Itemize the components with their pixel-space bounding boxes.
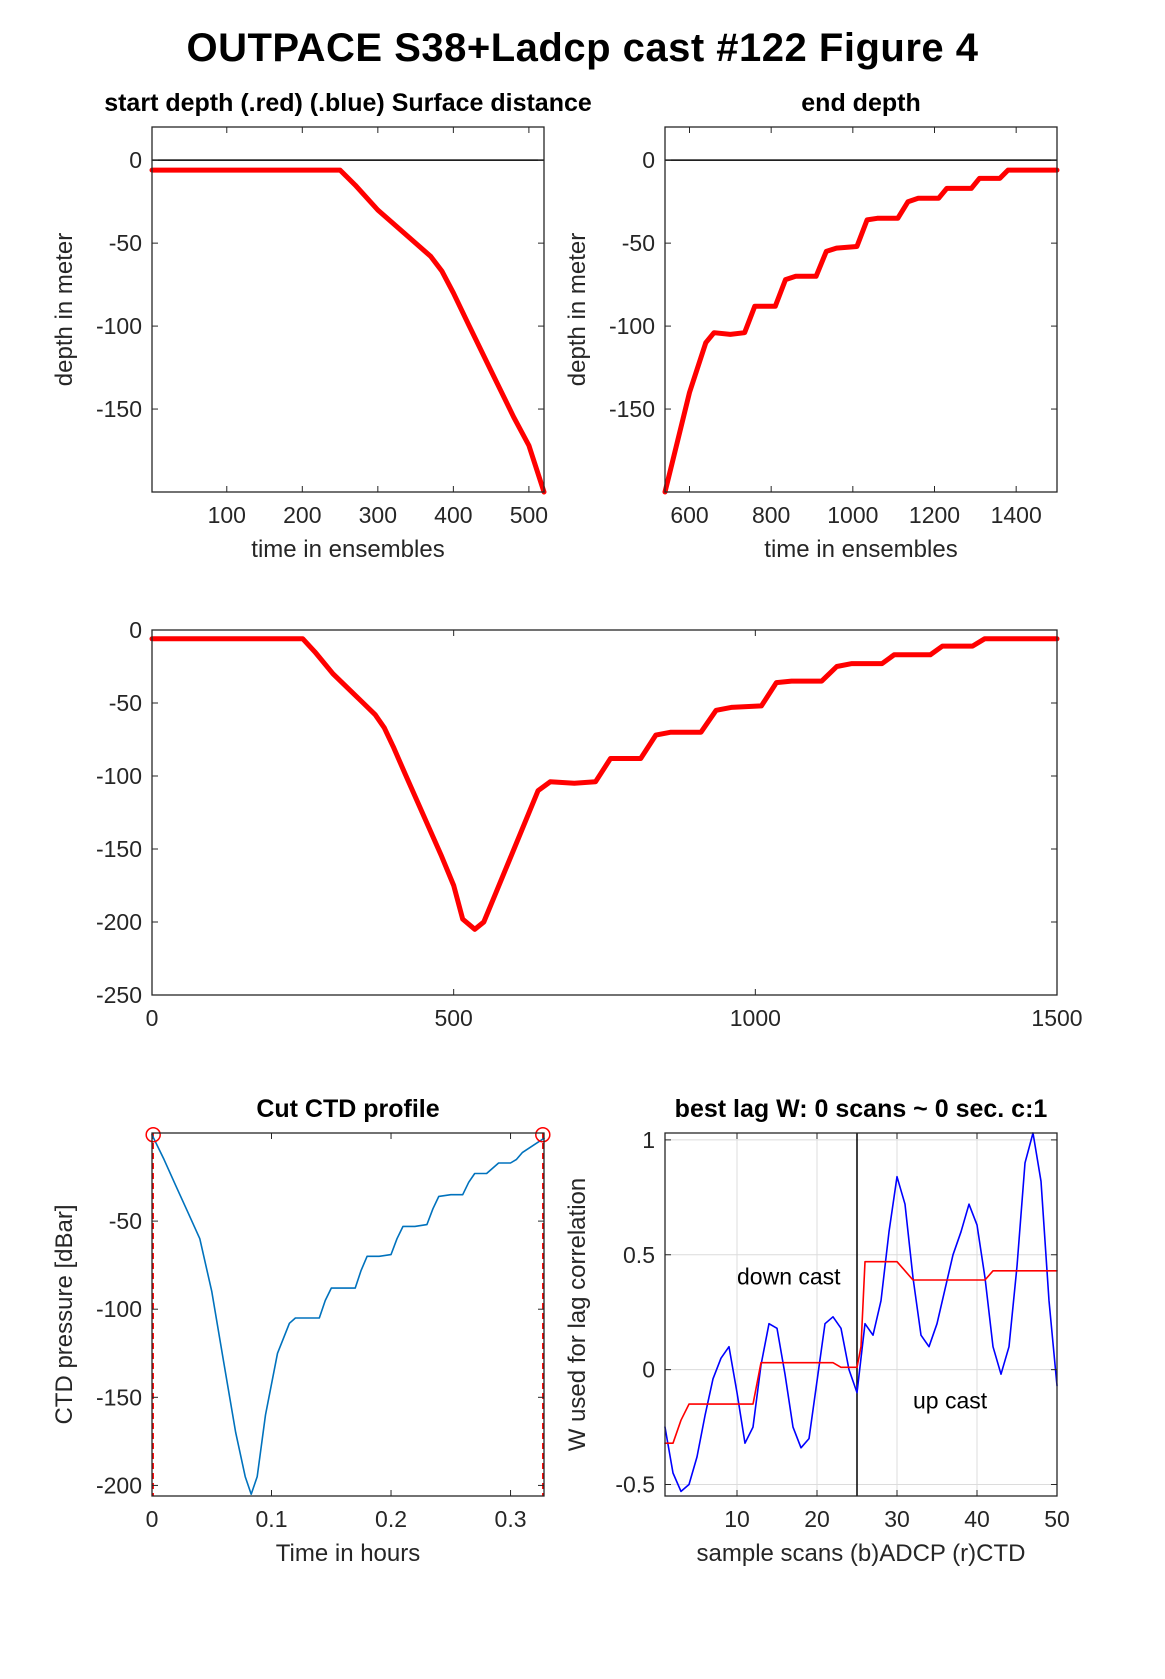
plot-area	[665, 127, 1057, 492]
y-tick-label: -100	[96, 313, 142, 339]
series-line-0	[149, 167, 547, 495]
y-tick-label: -100	[96, 763, 142, 789]
x-axis-label: Time in hours	[276, 1540, 421, 1567]
plot-area	[152, 127, 544, 492]
x-tick-label: 800	[752, 502, 790, 528]
chart-full: 0 500 1000 1500 0 -50 -100 -150 -200 -250	[96, 617, 1083, 1031]
plot-title: end depth	[801, 89, 920, 117]
y-axis-label: CTD pressure [dBar]	[51, 1204, 78, 1424]
y-tick-label: -150	[96, 396, 142, 422]
y-axis-label: depth in meter	[564, 233, 591, 386]
x-tick-label: 200	[283, 502, 321, 528]
x-tick-label: 50	[1044, 1506, 1070, 1532]
chart-start: 100 200 300 400 500 0 -50 -100 -150 start depth (…	[51, 89, 592, 563]
y-tick-label: -50	[622, 230, 655, 256]
y-tick-label: -200	[96, 1472, 142, 1498]
series-line-0	[149, 636, 1060, 932]
y-tick-label: 0	[642, 147, 655, 173]
series-line-0	[664, 1132, 1058, 1493]
x-tick-label: 40	[964, 1506, 990, 1532]
y-axis-label: depth in meter	[51, 233, 78, 386]
x-tick-label: 600	[670, 502, 708, 528]
x-tick-label: 500	[434, 1005, 472, 1031]
annotation: up cast	[913, 1388, 988, 1414]
y-tick-label: 0	[129, 617, 142, 643]
figure-title: OUTPACE S38+Ladcp cast #122 Figure 4	[186, 26, 979, 70]
y-tick-label: 0	[642, 1357, 655, 1383]
y-tick-label: -50	[109, 690, 142, 716]
x-tick-label: 1000	[827, 502, 878, 528]
x-tick-label: 1200	[909, 502, 960, 528]
y-tick-label: -50	[109, 230, 142, 256]
plot-area	[152, 630, 1057, 995]
axes-box	[151, 126, 545, 493]
series-line-1	[664, 1260, 1058, 1444]
x-tick-label: 500	[510, 502, 548, 528]
x-tick-label: 0.3	[495, 1506, 527, 1532]
plot-area	[665, 1133, 1057, 1496]
plot-title: start depth (.red) (.blue) Surface dista…	[104, 89, 592, 117]
x-axis-label: time in ensembles	[764, 536, 957, 563]
plot-title: Cut CTD profile	[256, 1095, 439, 1123]
series-line-0	[662, 167, 1060, 495]
x-tick-label: 100	[208, 502, 246, 528]
cut-marker	[535, 1127, 551, 1143]
x-tick-label: 400	[434, 502, 472, 528]
axes-box	[151, 629, 1058, 996]
y-tick-label: -100	[96, 1296, 142, 1322]
x-tick-label: 1500	[1031, 1005, 1082, 1031]
axes-box	[664, 1132, 1058, 1497]
x-tick-label: 0.2	[375, 1506, 407, 1532]
x-tick-label: 10	[724, 1506, 750, 1532]
annotation: down cast	[737, 1264, 841, 1290]
y-tick-label: -150	[609, 396, 655, 422]
y-tick-label: -150	[96, 836, 142, 862]
x-axis-label: sample scans (b)ADCP (r)CTD	[697, 1540, 1026, 1567]
x-tick-label: 0.1	[256, 1506, 288, 1532]
x-axis-label: time in ensembles	[251, 536, 444, 563]
y-tick-label: -0.5	[615, 1472, 655, 1498]
y-tick-label: 0.5	[623, 1242, 655, 1268]
y-tick-label: -250	[96, 982, 142, 1008]
y-tick-label: 1	[642, 1127, 655, 1153]
chart-lag: 10 20 30 40 50 1 0.5 0 -0.5 best lag W: 0 scans ~…	[564, 1095, 1070, 1567]
y-tick-label: -50	[109, 1208, 142, 1234]
y-tick-label: 0	[129, 147, 142, 173]
x-tick-label: 0	[146, 1005, 159, 1031]
cut-marker	[145, 1127, 161, 1143]
plot-title: best lag W: 0 scans ~ 0 sec. c:1	[675, 1095, 1048, 1123]
axes-box	[664, 126, 1058, 493]
chart-end: 600 800 1000 1200 1400 0 -50 -100 -150 end depth t…	[564, 89, 1060, 563]
x-tick-label: 1400	[991, 502, 1042, 528]
axes-box	[151, 1132, 545, 1497]
series-line-0	[151, 1134, 545, 1495]
x-tick-label: 300	[359, 502, 397, 528]
y-axis-label: W used for lag correlation	[564, 1178, 591, 1451]
plot-area	[152, 1133, 544, 1496]
y-tick-label: -100	[609, 313, 655, 339]
chart-ctd: 0 0.1 0.2 0.3 -50 -100 -150 -200 Cut CTD profile…	[51, 1095, 551, 1567]
y-tick-label: -200	[96, 909, 142, 935]
x-tick-label: 0	[146, 1506, 159, 1532]
x-tick-label: 1000	[730, 1005, 781, 1031]
x-tick-label: 30	[884, 1506, 910, 1532]
y-tick-label: -150	[96, 1384, 142, 1410]
x-tick-label: 20	[804, 1506, 830, 1532]
